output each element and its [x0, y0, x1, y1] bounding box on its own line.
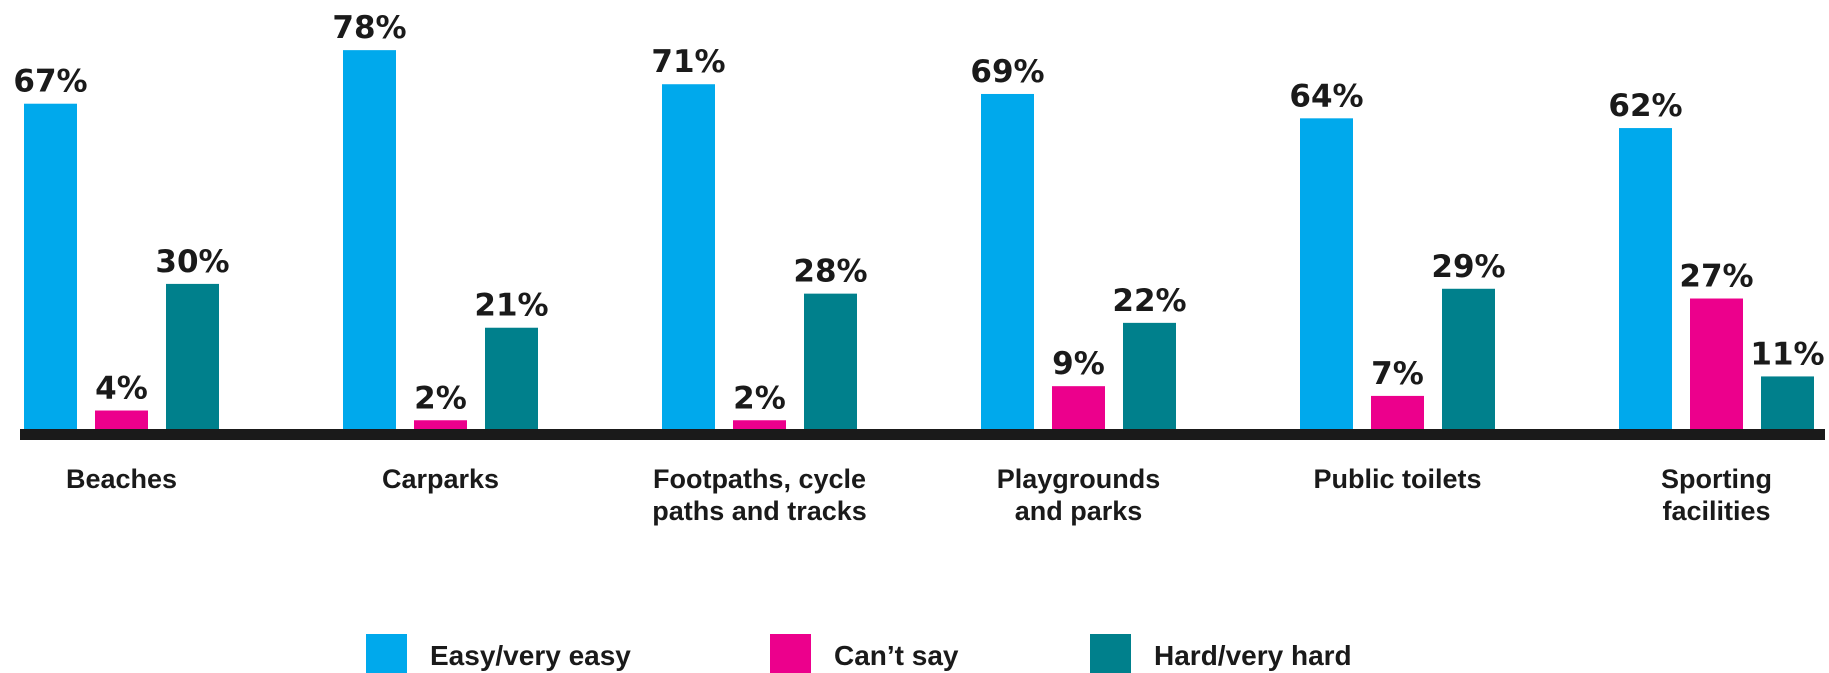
x-axis-baseline: [20, 429, 1825, 440]
legend-swatch-1: [770, 634, 811, 673]
category-label-2: Footpaths, cycle paths and tracks: [652, 464, 867, 526]
bar-4-2: [1442, 288, 1495, 430]
bar-3-2: [1123, 322, 1176, 430]
legend-label-0: Easy/very easy: [430, 640, 631, 671]
value-label-2-1: 2%: [733, 380, 786, 416]
bar-4-0: [1300, 118, 1353, 430]
legend-swatch-0: [366, 634, 407, 673]
value-label-1-0: 78%: [332, 10, 406, 46]
value-label-4-2: 29%: [1431, 249, 1505, 285]
value-label-0-0: 67%: [13, 64, 87, 100]
bar-5-2: [1761, 376, 1814, 430]
legend-label-2: Hard/very hard: [1154, 640, 1352, 671]
value-label-5-2: 11%: [1750, 336, 1824, 372]
value-label-2-0: 71%: [651, 44, 725, 80]
category-label-0: Beaches: [66, 464, 177, 494]
bar-5-1: [1690, 298, 1743, 430]
value-label-1-2: 21%: [474, 288, 548, 324]
value-label-3-2: 22%: [1112, 283, 1186, 319]
bar-3-0: [981, 93, 1034, 430]
category-label-3: Playgrounds and parks: [997, 464, 1161, 526]
value-label-0-2: 30%: [155, 244, 229, 280]
bar-1-1: [414, 420, 467, 430]
bar-0-0: [24, 103, 77, 431]
value-labels-group: 67% 4% 30% 78% 2% 21% 71% 2% 28% 69% 9%22% 64% 7% 29%…: [13, 10, 1824, 416]
value-label-0-1: 4%: [95, 371, 148, 407]
bar-3-1: [1052, 386, 1105, 430]
legend-swatch-2: [1090, 634, 1131, 673]
bars-group: [24, 50, 1814, 431]
value-label-4-1: 7%: [1371, 356, 1424, 392]
value-label-2-2: 28%: [793, 254, 867, 290]
value-label-5-0: 62%: [1608, 88, 1682, 124]
value-label-4-0: 64%: [1289, 78, 1363, 114]
category-label-5: Sporting facilities: [1661, 464, 1772, 526]
value-label-3-1: 9%: [1052, 346, 1105, 382]
value-label-5-1: 27%: [1679, 259, 1753, 295]
bar-4-1: [1371, 395, 1424, 430]
bar-2-0: [662, 84, 715, 430]
value-label-1-1: 2%: [414, 380, 467, 416]
legend: Easy/very easy Can’t say Hard/very hard: [366, 634, 1352, 673]
bar-1-2: [485, 327, 538, 430]
category-label-1: Carparks: [382, 464, 499, 494]
category-label-4: Public toilets: [1313, 464, 1481, 494]
bar-0-2: [166, 283, 219, 430]
category-labels-group: Beaches Carparks Footpaths, cycle paths and…: [66, 464, 1772, 526]
bar-5-0: [1619, 128, 1672, 430]
value-label-3-0: 69%: [970, 54, 1044, 90]
bar-0-1: [95, 410, 148, 430]
bar-2-1: [733, 420, 786, 430]
legend-label-1: Can’t say: [834, 640, 959, 671]
bar-1-0: [343, 50, 396, 430]
bar-2-2: [804, 293, 857, 430]
